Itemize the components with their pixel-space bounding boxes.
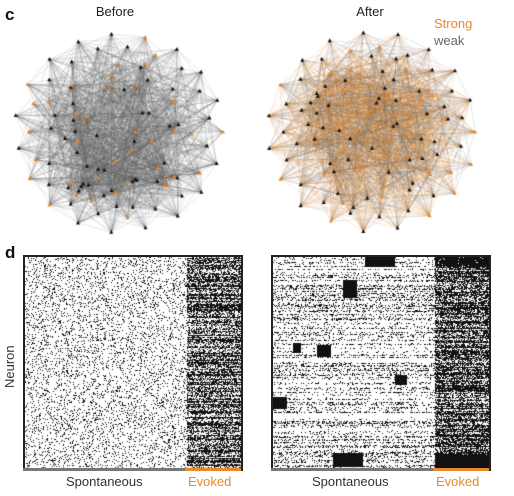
raster-before xyxy=(23,255,243,471)
spontaneous-bar-left xyxy=(23,468,185,471)
evoked-label-left: Evoked xyxy=(188,474,232,489)
spontaneous-label-right: Spontaneous xyxy=(312,474,389,489)
panel-c-letter: c xyxy=(5,5,15,24)
neuron-axis-label: Neuron xyxy=(2,345,17,388)
spontaneous-label-left: Spontaneous xyxy=(66,474,143,489)
network-after xyxy=(260,22,484,242)
evoked-bar-left xyxy=(185,468,241,471)
evoked-label-right: Evoked xyxy=(436,474,480,489)
before-title: Before xyxy=(95,4,135,19)
raster-after xyxy=(271,255,491,471)
network-before xyxy=(8,22,232,242)
evoked-bar-right xyxy=(433,468,489,471)
panel-d-letter: d xyxy=(5,243,16,262)
after-title: After xyxy=(356,4,384,19)
spontaneous-bar-right xyxy=(271,468,433,471)
